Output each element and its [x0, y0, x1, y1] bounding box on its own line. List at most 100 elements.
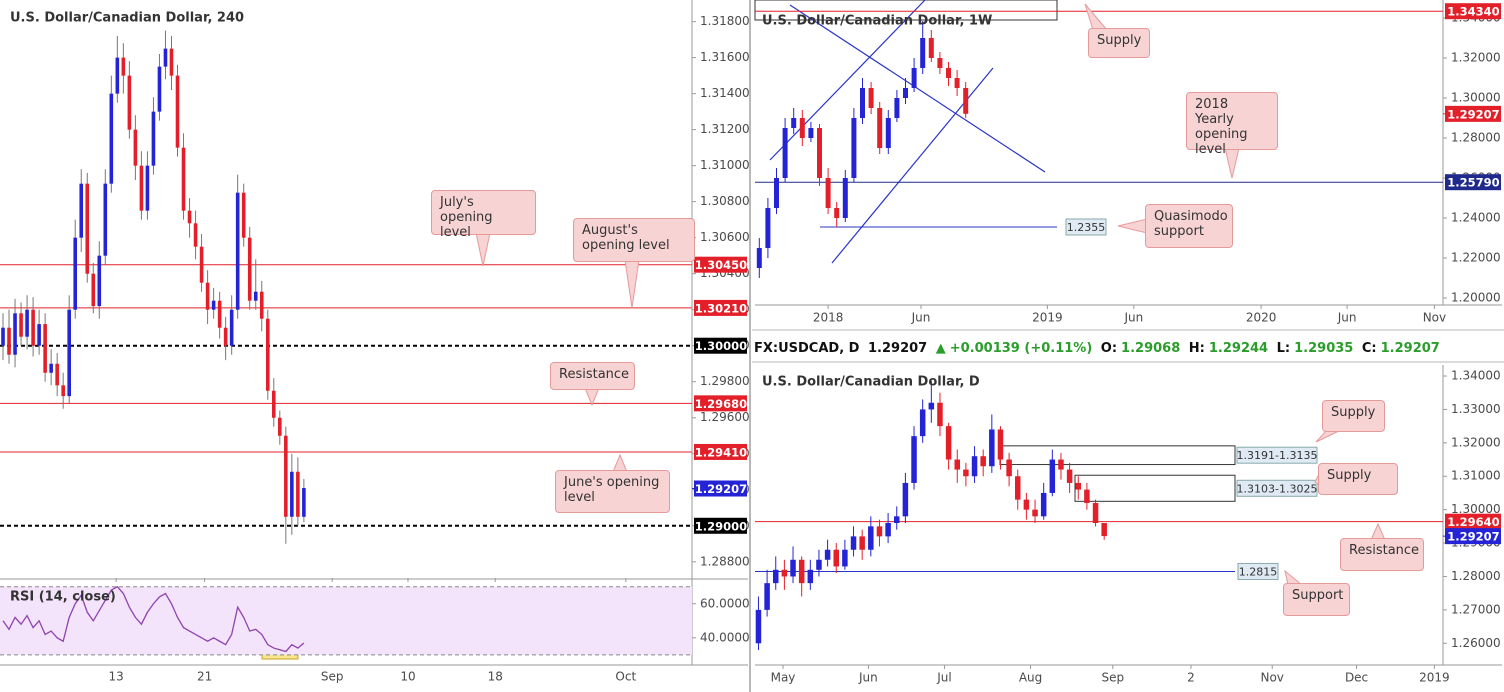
callout: Supply	[1088, 28, 1150, 58]
candle-body	[928, 38, 934, 58]
candle-body	[97, 255, 102, 307]
level-tag	[1237, 562, 1279, 580]
level-price: 1.29000	[695, 519, 747, 533]
candle-body	[1084, 489, 1090, 503]
symbol: FX:USDCAD, D	[754, 341, 860, 356]
candle-body	[1058, 459, 1064, 470]
candle-body	[7, 327, 11, 355]
callout: June's opening level	[555, 470, 670, 513]
x-tick-label: Jun	[1337, 311, 1357, 325]
y-tick-label: 1.29600	[700, 410, 750, 424]
last-price-box	[694, 480, 747, 497]
x-tick-label: 10	[400, 670, 415, 684]
candle-body	[1, 327, 5, 346]
x-tick-label: 21	[197, 670, 212, 684]
candle-body	[247, 237, 252, 301]
candle-body	[1075, 482, 1082, 490]
candle-body	[989, 429, 995, 467]
candle-body	[774, 178, 779, 208]
chart-title: U.S. Dollar/Canadian Dollar, 1W	[762, 14, 992, 29]
candle-body	[937, 402, 943, 427]
candle-body	[175, 75, 180, 148]
x-tick-label: 2020	[1246, 311, 1277, 325]
y-tick-label: 1.31600	[700, 50, 750, 64]
candle-body	[971, 456, 978, 477]
callout: Supply	[1318, 463, 1398, 495]
x-tick-label: Aug	[1019, 671, 1042, 685]
candle-body	[919, 409, 926, 437]
candle-body	[903, 88, 908, 98]
candle-body	[229, 309, 234, 346]
chart-title: U.S. Dollar/Canadian Dollar, D	[762, 375, 980, 390]
y-tick-label: 1.24000	[1451, 211, 1501, 225]
level-price: 1.34340	[1447, 5, 1499, 19]
chart-title: U.S. Dollar/Canadian Dollar, 240	[10, 11, 244, 26]
zone-label: 1.3191-1.3135	[1237, 449, 1318, 462]
level-price: 1.30210	[695, 301, 747, 315]
candle-body	[163, 48, 168, 67]
candle-body	[241, 192, 246, 238]
zone-tag	[1236, 446, 1318, 464]
x-tick-label: Sep	[1102, 671, 1125, 685]
candle-body	[798, 559, 805, 584]
y-tick-label: 1.31400	[700, 86, 750, 100]
candle-body	[217, 300, 222, 328]
x-tick-label: Jul	[936, 671, 951, 685]
y-tick-label: 1.27000	[1451, 602, 1501, 616]
candle-body	[885, 523, 891, 537]
candle-body	[91, 273, 96, 307]
callout: Supply	[1322, 400, 1385, 432]
callout: Support	[1283, 583, 1350, 616]
x-tick-label: 2	[1187, 671, 1195, 685]
candle-body	[25, 309, 29, 337]
rsi-line	[2, 585, 305, 653]
candle-body	[765, 208, 771, 248]
callout: Resistance	[1340, 538, 1424, 571]
candle-body	[187, 210, 192, 224]
candle-body	[103, 183, 108, 256]
candle-body	[980, 456, 986, 467]
last-price: 1.29207	[695, 482, 747, 496]
y-tick-label: 1.32000	[1451, 51, 1501, 65]
candle-body	[928, 402, 935, 410]
callout: 2018 Yearly opening level	[1186, 92, 1278, 157]
candle-body	[790, 559, 796, 577]
candle-body	[73, 237, 78, 310]
candle-body	[885, 118, 891, 148]
candle-body	[1023, 499, 1030, 510]
x-tick-label: 18	[488, 670, 503, 684]
y-tick-label: 1.31000	[700, 158, 750, 172]
x-tick-label: Jun	[1123, 311, 1143, 325]
candle-body	[302, 487, 306, 517]
level-tag-label: 1.2355	[1067, 221, 1106, 234]
candle-body	[133, 129, 138, 166]
level-price-box	[694, 517, 747, 534]
callout: Quasimodo support	[1145, 204, 1233, 248]
y-tick-label: 1.30000	[1451, 91, 1501, 105]
last-price: 1.29207	[1447, 530, 1499, 544]
candle-body	[85, 183, 90, 274]
y-tick-label: 1.34000	[1451, 369, 1501, 383]
callout: August's opening level	[573, 218, 695, 262]
y-tick-label: 1.31000	[1451, 469, 1501, 483]
candle-body	[868, 88, 874, 108]
level-tag	[1065, 218, 1107, 236]
candle-body	[850, 536, 857, 550]
candle-body	[791, 118, 797, 128]
y-tick-label: 1.32000	[1451, 435, 1501, 449]
candle-body	[954, 459, 961, 470]
price: 1.29207	[868, 341, 928, 356]
y-tick-label: 1.26000	[1451, 636, 1501, 650]
candle-body	[151, 111, 156, 166]
trendline	[769, 0, 926, 161]
candle-body	[963, 469, 969, 477]
level-price-box	[694, 337, 747, 354]
candle-body	[121, 57, 126, 76]
x-tick-label: Nov	[1260, 671, 1283, 685]
last-price-box	[1445, 105, 1501, 122]
x-tick-label: Oct	[615, 670, 636, 684]
candle-body	[859, 536, 865, 550]
candle-body	[61, 385, 65, 397]
candle-body	[115, 57, 120, 94]
candle-body	[781, 569, 788, 577]
